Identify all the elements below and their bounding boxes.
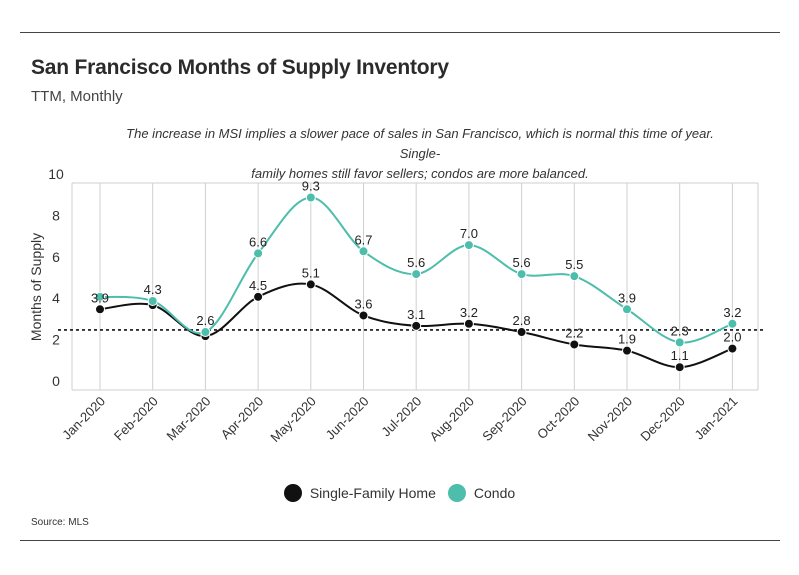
x-tick-label-Aug-2020: Aug-2020: [427, 394, 477, 444]
point-condo-Mar-2020: [200, 327, 211, 338]
point-condo-Apr-2020: [253, 248, 264, 259]
point-condo-Dec-2020: [674, 337, 685, 348]
x-tick-label-Mar-2020: Mar-2020: [164, 394, 214, 444]
x-tick-label-Sep-2020: Sep-2020: [479, 394, 529, 444]
y-tick-label-6: 6: [52, 249, 60, 265]
point-single-family-Jun-2020: [358, 310, 369, 321]
point-condo-Aug-2020: [463, 240, 474, 251]
data-label-single-family-Sep-2020: 2.8: [513, 313, 531, 328]
legend-swatch-single-family: [283, 484, 302, 502]
data-label-single-family-Jun-2020: 3.6: [354, 296, 372, 311]
x-tick-label-Jul-2020: Jul-2020: [378, 394, 424, 440]
data-label-single-family-Nov-2020: 1.9: [618, 332, 636, 347]
point-single-family-Oct-2020: [569, 339, 580, 350]
point-single-family-May-2020: [305, 279, 316, 290]
chart-title: San Francisco Months of Supply Inventory: [31, 56, 449, 79]
data-label-condo-Aug-2020: 7.0: [460, 226, 478, 241]
y-tick-label-0: 0: [52, 373, 60, 389]
point-single-family-Dec-2020: [674, 362, 685, 373]
y-tick-label-8: 8: [52, 207, 60, 223]
point-condo-Jan-2021: [727, 318, 738, 329]
legend-swatch-condo: [447, 484, 466, 502]
data-label-condo-May-2020: 9.3: [302, 178, 320, 193]
point-condo-Nov-2020: [622, 304, 632, 315]
top-rule: [20, 32, 780, 33]
chart-annotation: The increase in MSI implies a slower pac…: [110, 124, 730, 184]
point-condo-Jul-2020: [411, 269, 422, 280]
x-tick-label-Dec-2020: Dec-2020: [637, 394, 687, 444]
x-tick-label-May-2020: May-2020: [267, 394, 318, 445]
chart-legend: Single-Family Home Condo: [0, 484, 799, 502]
chart-subtitle: TTM, Monthly: [31, 88, 123, 105]
point-condo-Jan-2020: [95, 291, 105, 302]
legend-label-condo: Condo: [473, 485, 516, 501]
data-label-condo-Feb-2020: 4.3: [144, 282, 162, 297]
data-label-single-family-May-2020: 5.1: [302, 265, 320, 280]
data-label-single-family-Jul-2020: 3.1: [407, 307, 425, 322]
data-label-single-family-Jan-2020: 3.9: [91, 290, 109, 305]
x-tick-label-Apr-2020: Apr-2020: [218, 394, 266, 442]
point-single-family-Sep-2020: [516, 327, 527, 338]
y-tick-label-4: 4: [52, 290, 60, 306]
point-single-family-Jan-2020: [95, 304, 105, 315]
data-label-single-family-Oct-2020: 2.2: [565, 325, 583, 340]
data-label-condo-Jun-2020: 6.7: [354, 232, 372, 247]
x-tick-label-Feb-2020: Feb-2020: [111, 394, 161, 444]
x-tick-label-Jan-2020: Jan-2020: [59, 394, 108, 443]
point-single-family-Aug-2020: [463, 318, 474, 329]
point-single-family-Jan-2021: [727, 343, 738, 354]
data-label-condo-Apr-2020: 6.6: [249, 234, 267, 249]
data-label-single-family-Aug-2020: 3.2: [460, 305, 478, 320]
x-tick-label-Nov-2020: Nov-2020: [585, 394, 635, 444]
point-condo-May-2020: [305, 192, 316, 203]
x-tick-label-Jan-2021: Jan-2021: [692, 394, 741, 443]
legend-item-condo[interactable]: Condo: [447, 484, 516, 502]
data-label-single-family-Jan-2021: 2.0: [723, 330, 741, 345]
bottom-rule: [20, 540, 780, 541]
point-single-family-Jul-2020: [411, 320, 422, 331]
data-label-condo-Dec-2020: 2.3: [671, 323, 689, 338]
grid-layer: [71, 182, 759, 391]
data-label-single-family-Dec-2020: 1.1: [671, 348, 689, 363]
data-label-condo-Jan-2021: 3.2: [723, 305, 741, 320]
point-condo-Sep-2020: [516, 269, 527, 280]
data-label-single-family-Apr-2020: 4.5: [249, 278, 267, 293]
data-label-condo-Nov-2020: 3.9: [618, 290, 636, 305]
point-condo-Oct-2020: [569, 271, 580, 282]
series-points-layer: [95, 192, 738, 373]
point-condo-Feb-2020: [147, 295, 158, 306]
point-single-family-Nov-2020: [622, 345, 632, 356]
point-single-family-Apr-2020: [253, 291, 264, 302]
legend-label-single-family: Single-Family Home: [309, 485, 436, 501]
source-note: Source: MLS: [31, 517, 89, 528]
legend-item-single-family[interactable]: Single-Family Home: [283, 484, 436, 502]
x-tick-label-Oct-2020: Oct-2020: [534, 394, 582, 442]
data-label-condo-Mar-2020: 2.6: [196, 313, 214, 328]
annotation-line-1: The increase in MSI implies a slower pac…: [126, 126, 714, 161]
data-labels-layer: 3.9 4.5 5.1 3.6 3.1 3.2 2.8 2.2 1.9 1.1 2.0 4.3 2.6 6…: [91, 178, 741, 363]
data-label-condo-Jul-2020: 5.6: [407, 255, 425, 270]
y-axis-label: Months of Supply: [28, 233, 44, 341]
data-label-condo-Oct-2020: 5.5: [565, 257, 583, 272]
annotation-line-2: family homes still favor sellers; condos…: [251, 166, 589, 181]
y-tick-label-10: 10: [48, 166, 64, 182]
y-tick-label-2: 2: [52, 332, 60, 348]
point-condo-Jun-2020: [358, 246, 369, 257]
data-label-condo-Sep-2020: 5.6: [513, 255, 531, 270]
x-tick-label-Jun-2020: Jun-2020: [323, 394, 372, 443]
